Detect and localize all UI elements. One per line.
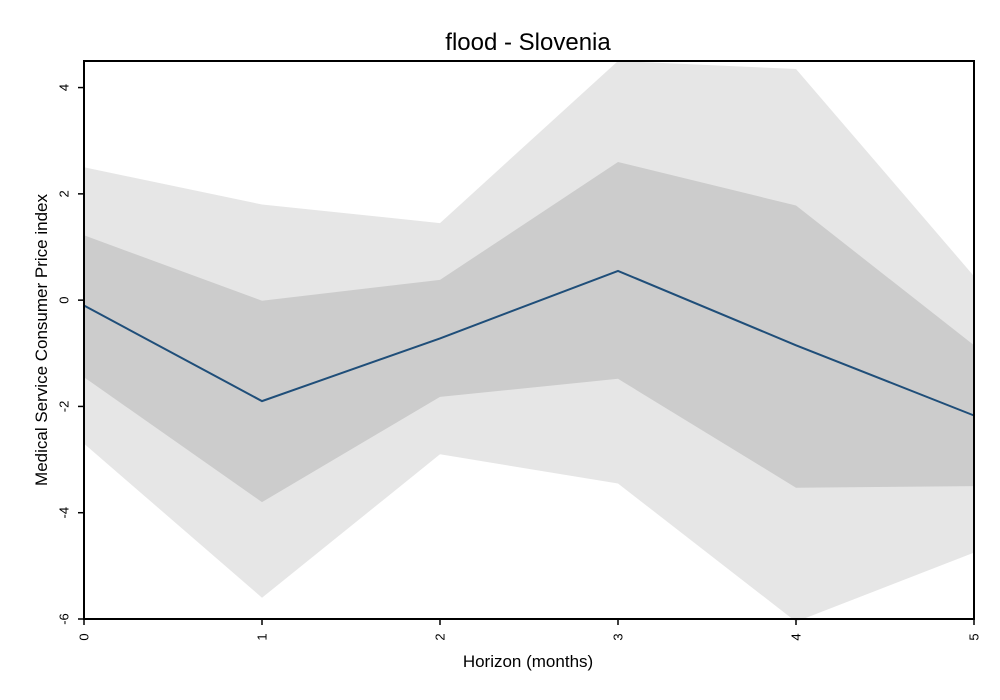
x-tick-label: 3	[611, 633, 626, 640]
y-tick-label: -4	[57, 507, 72, 519]
x-tick-label: 1	[255, 633, 270, 640]
y-tick-label: -2	[57, 401, 72, 413]
y-tick-label: -6	[57, 613, 72, 625]
confidence-bands	[84, 61, 974, 622]
x-tick-label: 2	[433, 633, 448, 640]
y-axis-label: Medical Service Consumer Price index	[32, 194, 51, 486]
y-tick-label: 2	[57, 190, 72, 197]
x-tick-label: 0	[77, 633, 92, 640]
y-tick-label: 0	[57, 297, 72, 304]
series-line-0	[83, 269, 975, 417]
band-inner	[84, 162, 974, 503]
plot-frame	[83, 60, 975, 620]
x-tick-label: 4	[789, 633, 804, 640]
y-axis: -6 -4 -2 0 2 4	[57, 84, 84, 625]
y-tick-label: 4	[57, 84, 72, 91]
x-tick-label: 5	[967, 633, 982, 640]
x-axis: 0 1 2 3 4 5	[77, 619, 982, 641]
series-lines	[83, 269, 975, 417]
x-axis-label: Horizon (months)	[463, 652, 593, 671]
chart-title: flood - Slovenia	[445, 29, 611, 56]
